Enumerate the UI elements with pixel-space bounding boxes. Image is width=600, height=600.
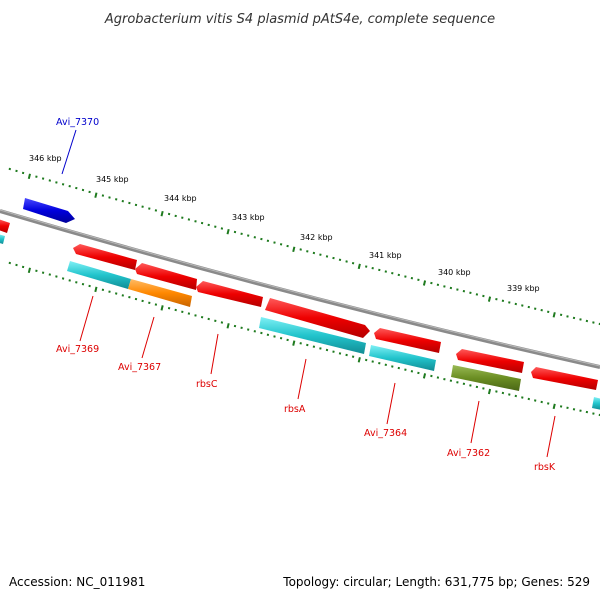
outer-scale-major-tick	[27, 173, 31, 180]
leader-avi-7367	[141, 316, 155, 359]
outer-scale-major-tick	[552, 312, 556, 318]
gene-arrow-avi-7364[interactable]	[369, 345, 436, 371]
accession-text: Accession: NC_011981	[9, 575, 145, 589]
gene-label-rbsk[interactable]: rbsK	[534, 462, 556, 473]
inner-scale-major-tick	[160, 305, 164, 311]
gene-arrow-cyan-edge[interactable]	[0, 234, 5, 244]
backbone-highlight	[0, 209, 600, 367]
leader-avi-7369	[79, 295, 94, 342]
gene-arrow-red-3[interactable]	[265, 298, 370, 338]
gene-arrow-avi-7369[interactable]	[67, 261, 131, 289]
outer-scale-major-tick	[487, 296, 492, 302]
outer-scale-major-tick	[160, 210, 164, 217]
gene-label-avi-7370[interactable]: Avi_7370	[56, 117, 99, 128]
gene-label-avi-7369[interactable]: Avi_7369	[56, 344, 99, 355]
gene-arrow-avi-7369-red[interactable]	[73, 244, 137, 270]
inner-scale-major-tick	[292, 340, 296, 346]
gene-arrow-red-5[interactable]	[456, 349, 524, 373]
scale-label-343: 343 kbp	[232, 213, 265, 222]
scale-labels: 346 kbp 345 kbp 344 kbp 343 kbp 342 kbp …	[29, 154, 540, 293]
gene-labels: Avi_7370 Avi_7369 Avi_7367 rbsC rbsA Avi…	[56, 117, 556, 473]
gene-arrow-rbsa[interactable]	[259, 317, 366, 354]
gene-label-rbsc[interactable]: rbsC	[196, 379, 218, 390]
gene-arrow-avi-7367[interactable]	[128, 279, 192, 307]
gene-arrow-red-edge[interactable]	[0, 219, 10, 233]
scale-label-344: 344 kbp	[164, 194, 197, 203]
inner-scale-major-tick	[422, 373, 427, 379]
gene-arrow-avi-7370[interactable]	[23, 198, 75, 223]
outer-scale-major-tick	[357, 263, 361, 270]
outer-scale-major-tick	[292, 246, 296, 253]
gene-label-avi-7364[interactable]: Avi_7364	[364, 428, 407, 439]
outer-scale-major-tick	[94, 192, 98, 198]
gene-arrow-red-4[interactable]	[374, 328, 441, 353]
inner-scale-major-tick	[357, 357, 361, 363]
outer-scale-major-tick	[422, 280, 427, 286]
gene-label-avi-7367[interactable]: Avi_7367	[118, 362, 161, 373]
leader-avi-7370	[61, 129, 77, 175]
gene-label-avi-7362[interactable]: Avi_7362	[447, 448, 490, 459]
leader-rbsk	[546, 415, 556, 458]
gene-features	[0, 198, 600, 410]
map-title: Agrobacterium vitis S4 plasmid pAtS4e, c…	[104, 12, 495, 27]
leader-avi-7362	[470, 400, 480, 444]
inner-scale-major-tick	[226, 323, 230, 329]
inner-scale-major-tick	[27, 267, 31, 274]
scale-label-340: 340 kbp	[438, 268, 471, 277]
outer-scale-major-tick	[226, 228, 230, 235]
leader-rbsa	[297, 358, 307, 400]
inner-scale-ticks	[8, 261, 600, 417]
inner-scale-major-tick	[552, 403, 556, 410]
inner-scale-major-tick	[487, 388, 492, 395]
scale-label-342: 342 kbp	[300, 233, 333, 242]
gene-arrow-cyan-right-edge[interactable]	[592, 397, 600, 410]
inner-scale-major-tick	[94, 286, 98, 293]
scale-label-341: 341 kbp	[369, 251, 402, 260]
gene-arrow-rbsc[interactable]	[196, 281, 263, 307]
leader-avi-7364	[386, 382, 396, 425]
outer-scale-ticks	[8, 167, 600, 326]
gene-arrow-red-2[interactable]	[135, 263, 197, 290]
topology-summary-text: Topology: circular; Length: 631,775 bp; …	[282, 575, 590, 589]
backbone-arc	[0, 209, 600, 369]
scale-label-345: 345 kbp	[96, 175, 129, 184]
scale-label-346: 346 kbp	[29, 154, 62, 163]
scale-label-339: 339 kbp	[507, 284, 540, 293]
gene-label-rbsa[interactable]: rbsA	[284, 404, 306, 415]
leader-rbsc	[210, 333, 219, 375]
label-leader-lines	[61, 129, 556, 458]
gene-arrow-avi-7362[interactable]	[451, 365, 521, 391]
gene-arrow-rbsk[interactable]	[531, 367, 598, 390]
